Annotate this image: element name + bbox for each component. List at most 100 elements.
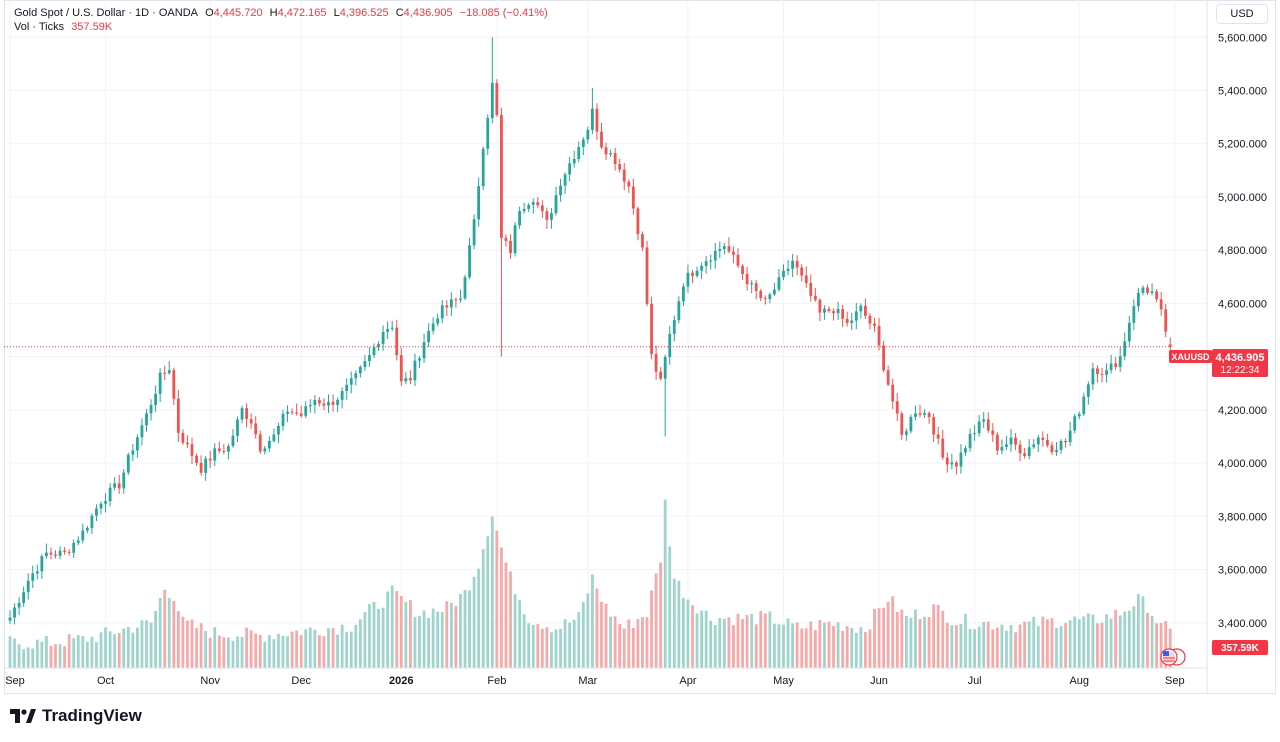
volume-bar — [936, 604, 940, 668]
candle — [577, 141, 581, 163]
candle-body — [76, 540, 80, 543]
volume-bar — [1164, 621, 1168, 668]
candle-body — [932, 417, 936, 435]
candle-body — [600, 131, 603, 148]
candle — [459, 289, 462, 303]
volume-bar — [631, 627, 635, 668]
candle — [823, 305, 826, 320]
candle — [422, 333, 426, 363]
candle-body — [1155, 291, 1158, 300]
candle-body — [895, 401, 899, 414]
candle-body — [126, 454, 130, 473]
volume-bar — [495, 530, 499, 668]
candle-body — [122, 472, 126, 489]
candle — [40, 554, 44, 579]
candle-body — [959, 452, 963, 467]
volume-bar — [650, 590, 653, 668]
candle-body — [877, 325, 881, 346]
volume-bar — [1105, 614, 1108, 668]
volume-bar — [386, 591, 390, 668]
candle — [500, 107, 503, 357]
candle-body — [955, 462, 958, 467]
candle-body — [463, 277, 467, 299]
candle-body — [1091, 368, 1095, 385]
candle — [126, 452, 130, 476]
volume-bar — [217, 635, 221, 668]
volume-bar — [768, 611, 772, 668]
candle-body — [272, 434, 276, 441]
candle — [1127, 315, 1131, 348]
volume-bar — [986, 621, 990, 668]
candle-body — [54, 554, 57, 556]
volume-bar — [1041, 616, 1045, 668]
candle — [108, 483, 112, 507]
candle — [299, 405, 303, 418]
candle — [804, 266, 808, 288]
candle-body — [591, 108, 594, 130]
candle — [1100, 368, 1104, 383]
volume-bar — [8, 636, 12, 668]
candle-body — [45, 552, 48, 557]
volume-bar — [718, 618, 722, 668]
candle-body — [390, 327, 394, 329]
volume-bar — [1114, 609, 1118, 668]
volume-bar — [286, 636, 289, 668]
candle — [290, 408, 294, 415]
volume-bar — [427, 617, 430, 668]
volume-bar — [481, 548, 485, 668]
candle-body — [190, 444, 194, 456]
candle-body — [1050, 445, 1054, 453]
legend-price[interactable]: Gold Spot / U.S. Dollar · 1D · OANDA O4,… — [14, 7, 552, 19]
volume-bar — [1096, 623, 1099, 668]
time-axis[interactable]: Sep Oct Nov Dec 2026 Feb Mar Apr May Jun Jul Aug Sep — [5, 675, 1184, 687]
candle — [732, 246, 735, 264]
candle-body — [854, 311, 858, 321]
candle — [322, 398, 326, 411]
volume-bar — [1068, 620, 1072, 668]
candle-body — [363, 361, 367, 367]
volume-bar — [886, 601, 890, 668]
volume-bar — [518, 600, 521, 668]
candle — [63, 547, 66, 555]
candle-body — [108, 487, 112, 502]
candle — [349, 371, 353, 394]
candle-body — [795, 260, 799, 268]
candle-body — [1027, 447, 1031, 457]
volume-bar — [368, 604, 371, 668]
candle — [895, 392, 899, 422]
price-axis[interactable]: 3,400.000 3,600.000 3,800.000 4,000.000 4,20… — [1218, 32, 1267, 629]
candle-body — [136, 437, 139, 451]
tradingview-logo[interactable]: TradingView — [10, 706, 142, 726]
volume-bar — [513, 594, 517, 668]
candle-body — [31, 573, 35, 581]
candle-body — [427, 330, 430, 343]
volume-bar — [850, 627, 854, 668]
candle — [595, 103, 599, 140]
us-flag-event-icon[interactable] — [1160, 648, 1186, 666]
volume-bar — [618, 624, 622, 668]
candle — [631, 178, 635, 215]
legend-volume[interactable]: Vol · Ticks 357.59K — [14, 21, 116, 33]
candle — [99, 501, 103, 515]
candle-body — [945, 457, 949, 465]
volume-bar — [1018, 624, 1022, 668]
candle-body — [327, 401, 330, 406]
candle-body — [440, 305, 444, 319]
candle — [982, 412, 986, 428]
currency-selector[interactable]: USD — [1216, 4, 1268, 24]
candle — [854, 302, 858, 330]
volume-bar — [158, 598, 162, 668]
volume-bar — [813, 630, 817, 668]
candle — [486, 114, 490, 155]
candle-body — [163, 372, 167, 374]
candle — [1068, 421, 1072, 446]
volume-bar — [1091, 614, 1095, 668]
candle-body — [559, 185, 562, 196]
candle-body — [613, 153, 617, 165]
candle-body — [941, 438, 945, 458]
candle — [700, 262, 703, 279]
candle — [927, 411, 931, 424]
candle-body — [850, 320, 854, 324]
volume-bar — [923, 616, 926, 668]
